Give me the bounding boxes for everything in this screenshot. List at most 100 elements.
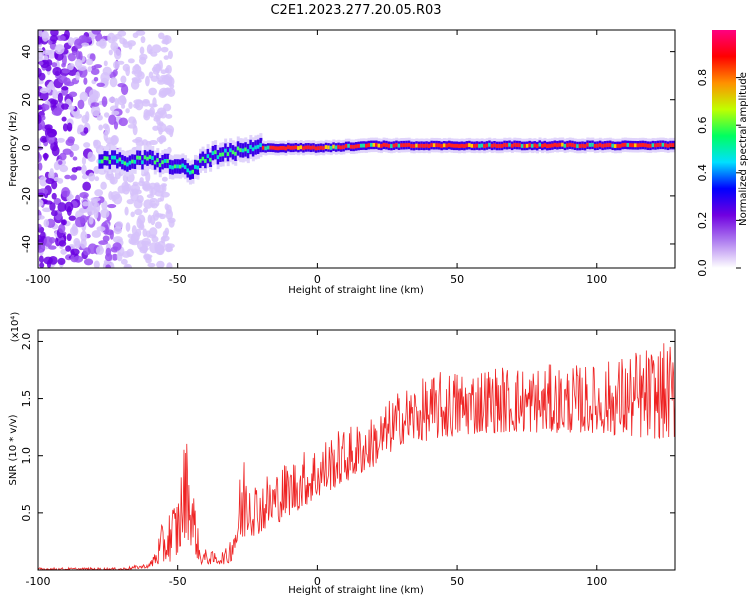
x-tick-label: -50 [169,273,187,286]
spectrogram-cell [164,243,173,253]
spectrogram-cell [39,262,45,268]
spectrogram-cell [75,50,81,61]
spectrogram-cell [201,156,205,161]
spectrogram-cell [543,143,547,148]
spectrogram-cell [312,145,315,150]
spectrogram-cell [307,145,310,150]
spectrogram-cell [77,99,85,110]
spectrogram-cell [158,126,163,135]
spectrogram-cell [128,160,132,165]
spectrogram-cell [100,208,110,219]
spectrogram-cell [266,145,270,150]
spectrogram-cell [151,156,154,160]
spectrogram-cell [165,125,175,135]
spectrogram-cell [576,144,579,149]
spectrogram-cell [578,144,582,148]
spectrogram-cell [274,146,277,151]
spectrogram-cell [583,144,587,149]
spectrogram-cell [183,165,187,170]
x-tick-label: 0 [314,575,321,588]
spectrogram-cell [196,165,200,170]
spectrogram-cell [112,193,123,205]
spectrogram-cell [120,75,127,84]
spectrogram-cell [50,30,59,37]
spectrogram-cell [437,143,441,148]
spectrogram-cell [623,142,627,147]
spectrogram-ticks: -100 -50 0 50 100 -40 -20 0 20 40 [20,30,675,286]
spectrogram-cell [108,49,113,56]
spectrogram-cell [108,114,117,126]
spectrogram-cell [513,142,516,147]
spectrogram-cell [61,187,70,198]
spectrogram-cell [156,158,159,163]
spectrogram-cell [611,143,614,148]
spectrogram-cell [38,162,43,171]
spectrogram-cell [314,146,318,151]
spectrogram-cell [244,147,247,152]
spectrogram-cell [666,143,670,148]
spectrogram-cell [165,113,173,119]
spectrogram-cell [130,183,141,194]
spectrogram-cell [107,32,116,44]
spectrogram-cell [284,146,288,151]
spectrogram-cell [163,79,173,85]
spectrogram-cell [160,191,170,198]
y-tick-label: -20 [20,187,33,205]
spectrogram-cell [541,143,544,148]
spectrogram-cell [254,145,257,150]
spectrogram-cell [46,84,52,94]
spectrogram-cell [241,148,245,153]
spectrogram-cell [116,252,123,262]
spectrogram-cell [152,97,157,108]
spectrogram-cell [402,143,406,148]
spectrogram-cell [168,219,175,228]
spectrogram-cell [367,143,371,148]
spectrogram-cell [161,176,168,182]
spectrogram-cell [596,143,599,148]
spectrogram-cell [533,143,536,148]
spectrogram-cell [138,155,142,160]
spectrogram-cell [83,77,88,85]
spectrogram-cell [103,112,110,118]
spectrogram-cell [209,157,212,162]
spectrogram-cell [422,143,426,148]
spectrogram-cell [435,143,438,148]
spectrogram-cell [113,60,120,70]
y-tick-label: 1.5 [20,390,33,408]
spectrogram-cell [103,156,106,161]
spectrogram-cell [319,145,323,150]
spectrogram-cell [488,142,491,147]
spectrogram-cell [38,35,42,45]
spectrogram-cell [450,143,453,148]
spectrogram-cell [70,174,78,181]
spectrogram-cell [44,124,53,131]
spectrogram-cell [264,146,267,151]
spectrogram-cell [56,137,65,143]
spectrogram-cell [463,144,466,148]
spectrogram-cell [61,68,71,74]
spectrogram-cell [349,144,353,149]
snr-panel: -100 -50 0 50 100 0.5 1.0 1.5 2.0 Height of stra… [8,312,676,596]
spectrogram-cell [141,244,148,254]
spectrogram-cell [41,103,50,111]
spectrogram-cell [171,165,174,170]
spectrogram-cell [102,235,110,242]
spectrogram-cell [510,143,514,148]
spectrogram-cell [58,160,63,165]
spectrogram-cell [425,143,428,148]
spectrogram-cell [206,154,210,159]
spectrogram-cell [166,262,173,268]
spectrogram-cell [621,143,624,147]
spectrogram-cell [54,44,65,55]
spectrogram-cell [125,108,130,114]
spectrogram-cell [155,63,161,74]
spectrogram-cell [417,143,421,148]
spectrogram-cell [67,105,76,111]
spectrogram-cell [110,135,119,145]
spectrogram-cell [161,160,164,165]
spectrogram-cell [359,143,363,148]
spectrogram-cell [551,143,554,148]
spectrogram-cell [101,200,108,211]
spectrogram-cell [636,143,640,148]
spectrogram-cell [214,150,217,155]
